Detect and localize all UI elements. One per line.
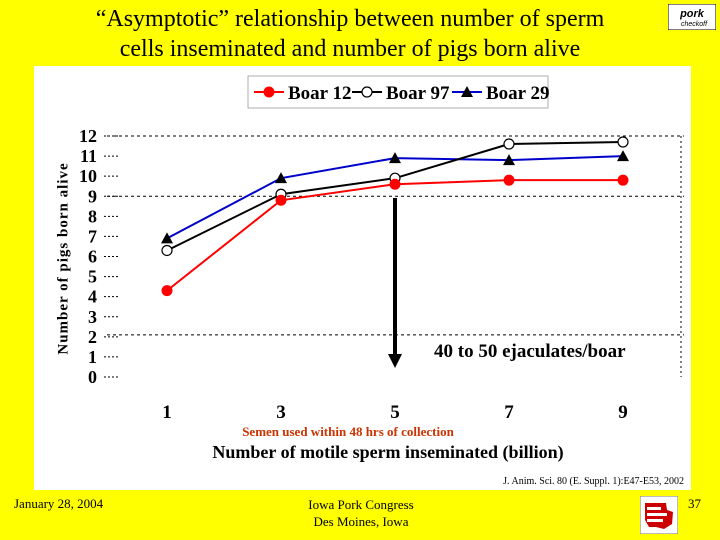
data-point [275, 172, 287, 184]
footer-event-line-2: Des Moines, Iowa [313, 514, 409, 529]
y-tick-label: 0 [88, 367, 97, 387]
y-tick-label: 10 [79, 166, 97, 186]
footer-event: Iowa Pork Congress Des Moines, Iowa [300, 496, 422, 530]
footer-date: January 28, 2004 [14, 496, 104, 511]
x-tick-label: 1 [162, 402, 172, 423]
data-point [503, 174, 515, 186]
series-boar-12 [161, 174, 629, 297]
data-point [275, 194, 287, 206]
x-ticks: 1 3 5 7 9 [162, 402, 628, 423]
svg-text:pork: pork [679, 8, 705, 20]
x-axis-label: Number of motile sperm inseminated (bill… [212, 442, 563, 463]
y-axis-label: Number of pigs born alive [55, 162, 72, 355]
y-tick-label: 5 [88, 267, 97, 287]
data-point [389, 178, 401, 190]
title-line-1: “Asymptotic” relationship between number… [95, 6, 605, 32]
x-tick-label: 7 [504, 402, 514, 423]
ohio-flag-icon [640, 496, 678, 534]
x-tick-label: 9 [618, 402, 628, 423]
y-tick-label: 3 [88, 307, 97, 327]
y-tick-label: 4 [88, 287, 97, 307]
series-group [161, 136, 629, 297]
data-point [503, 154, 515, 166]
annotation-arrow-head [388, 354, 402, 368]
pork-checkoff-logo: pork checkoff [668, 4, 716, 30]
data-point [617, 136, 629, 148]
data-point [617, 174, 629, 186]
legend-label: Boar 12 [288, 83, 352, 104]
data-point [617, 150, 629, 162]
y-tick-label: 7 [88, 226, 97, 246]
y-tick-label: 2 [88, 327, 97, 347]
data-point [361, 86, 373, 98]
legend-item-boar-29: Boar 29 [452, 83, 550, 104]
slide-title: “Asymptotic” relationship between number… [0, 4, 700, 64]
footer-event-line-1: Iowa Pork Congress [308, 497, 414, 512]
legend-item-boar-12: Boar 12 [254, 83, 352, 104]
legend: Boar 12 Boar 97 Boar 29 [254, 83, 550, 104]
y-tick-label: 9 [88, 186, 97, 206]
svg-text:checkoff: checkoff [681, 21, 708, 28]
annotation-text: 40 to 50 ejaculates/boar [434, 341, 626, 362]
legend-item-boar-97: Boar 97 [352, 83, 450, 104]
data-point [161, 285, 173, 297]
legend-box [247, 75, 549, 109]
legend-label: Boar 97 [386, 83, 450, 104]
data-point [389, 152, 401, 164]
y-tick-label: 6 [88, 247, 97, 267]
y-tick-label: 8 [88, 206, 97, 226]
data-point [263, 86, 275, 98]
chart-panel [34, 66, 691, 490]
x-tick-label: 5 [390, 402, 400, 423]
x-tick-label: 3 [276, 402, 286, 423]
semen-note: Semen used within 48 hrs of collection [242, 424, 454, 439]
citation: J. Anim. Sci. 80 (E. Suppl. 1):E47-E53, … [503, 476, 684, 487]
data-point [161, 232, 173, 244]
data-point [503, 138, 515, 150]
y-tick-label: 11 [80, 146, 97, 166]
series-boar-29 [161, 150, 629, 244]
page-number: 37 [688, 496, 701, 511]
data-point [161, 244, 173, 257]
data-point [461, 86, 473, 97]
legend-label: Boar 29 [486, 83, 550, 104]
title-line-2: cells inseminated and number of pigs bor… [119, 36, 581, 62]
y-tick-label: 12 [79, 126, 97, 146]
y-tick-label: 1 [88, 347, 97, 367]
